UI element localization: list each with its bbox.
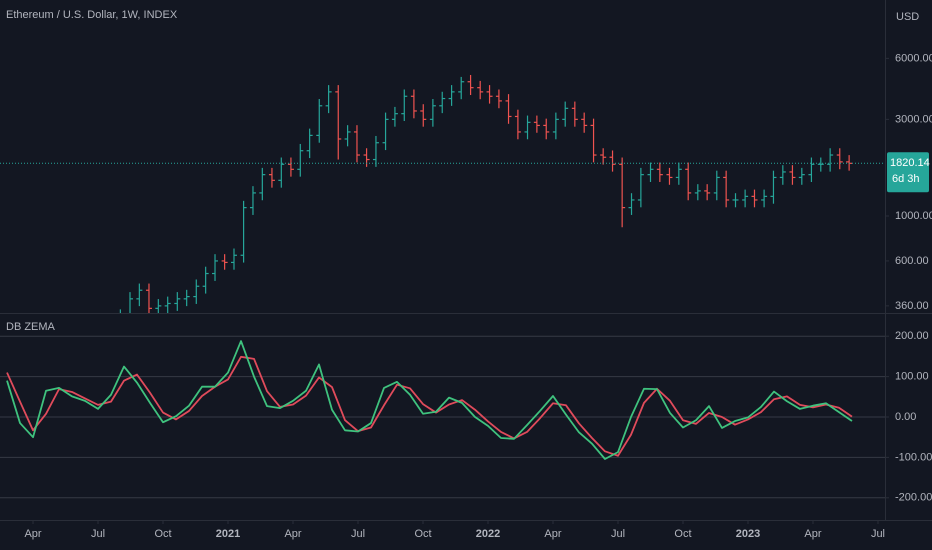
x-tick-label: Oct: [674, 528, 691, 540]
y-tick-label: 360.00: [895, 300, 929, 312]
y-tick-label: 600.00: [895, 255, 929, 267]
x-tick-label: Apr: [804, 528, 821, 540]
x-tick-label: 2021: [216, 528, 240, 540]
x-tick-label: Jul: [611, 528, 625, 540]
countdown-label: 6d 3h: [892, 173, 920, 185]
x-tick-label: Apr: [24, 528, 41, 540]
x-tick-label: Jul: [871, 528, 885, 540]
y-tick-label: -200.00: [895, 492, 932, 504]
chart-title: Ethereum / U.S. Dollar, 1W, INDEX: [6, 9, 178, 21]
x-tick-label: Jul: [91, 528, 105, 540]
x-tick-label: 2023: [736, 528, 760, 540]
oscillator-pane: [0, 335, 885, 499]
last-price-box: [887, 152, 929, 193]
x-tick-label: Apr: [284, 528, 301, 540]
y-tick-label: 100.00: [895, 371, 929, 383]
series-line: [6, 340, 853, 460]
price-pane: [0, 74, 885, 313]
y-tick-label: 200.00: [895, 330, 929, 342]
y-tick-label: 6000.00: [895, 52, 932, 64]
y-tick-label: 0.00: [895, 411, 916, 423]
y-axis-label: USD: [896, 11, 919, 23]
axes: 360.00 600.00 1000.00 3000.00 6000.00 1820.14…: [24, 52, 932, 540]
y-tick-label: -100.00: [895, 451, 932, 463]
indicator-title: DB ZEMA: [6, 321, 56, 333]
x-tick-label: 2022: [476, 528, 500, 540]
x-tick-label: Apr: [544, 528, 561, 540]
x-tick-label: Oct: [414, 528, 431, 540]
y-tick-label: 3000.00: [895, 113, 932, 125]
x-tick-label: Jul: [351, 528, 365, 540]
series-line: [6, 355, 853, 457]
y-tick-label: 1000.00: [895, 210, 932, 222]
x-tick-label: Oct: [154, 528, 171, 540]
last-price-label: 1820.14: [890, 157, 930, 169]
